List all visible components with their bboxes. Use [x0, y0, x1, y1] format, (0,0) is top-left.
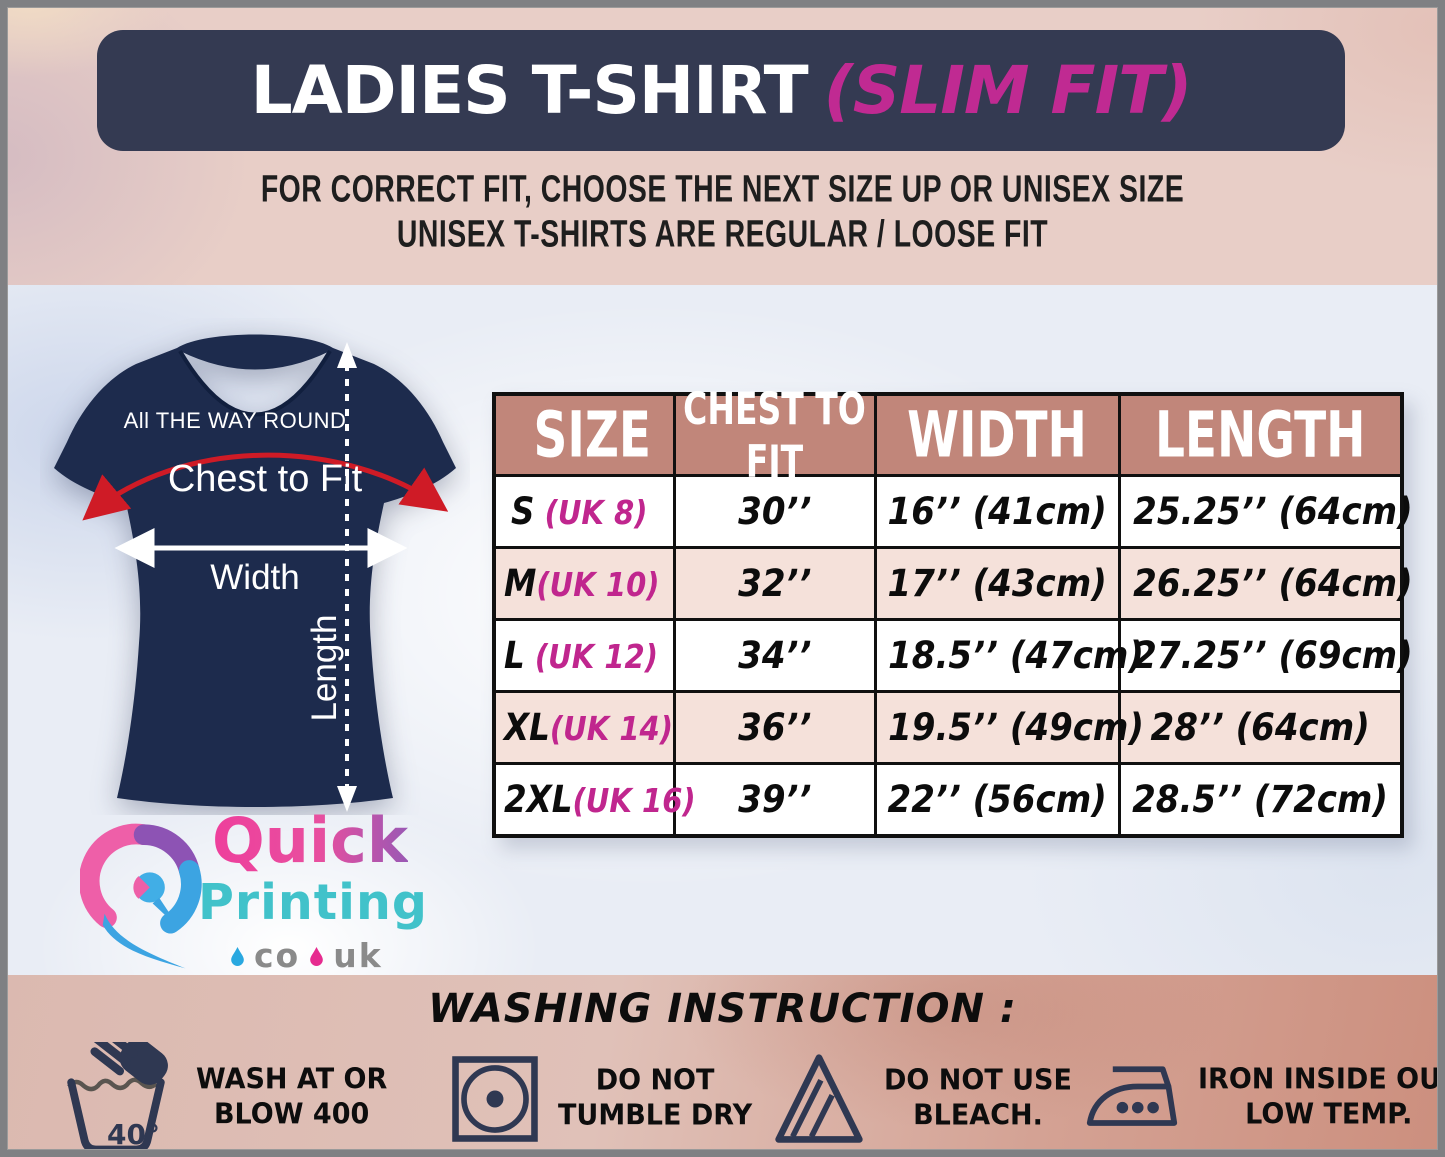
- table-header-row: SIZE CHEST TO FIT WIDTH LENGTH: [492, 382, 1404, 488]
- length-cell: 28’’ (64cm): [1117, 690, 1404, 765]
- collar-seam: [178, 349, 332, 417]
- chest-cell: 36’’: [672, 690, 877, 765]
- hand-wash-40-icon: 40°: [67, 1042, 168, 1154]
- header-width: WIDTH: [873, 392, 1121, 477]
- width-cell: 17’’ (43cm): [873, 546, 1121, 621]
- width-cell: 16’’ (41cm): [873, 474, 1121, 549]
- logo-word-printing: Printing: [198, 874, 428, 931]
- forty-degrees-label: 40°: [107, 1118, 160, 1151]
- tshirt-shape: [54, 334, 456, 807]
- length-cell: 26.25’’ (64cm): [1117, 546, 1412, 621]
- chest-to-fit-label: Chest to Fit: [167, 458, 363, 500]
- table-row-l: L (UK 12) 34’’ 18.5’’ (47cm) 27.25’’ (69…: [492, 618, 1412, 693]
- wash-item-bleach: DO NOT USE BLEACH.: [770, 1052, 1072, 1146]
- table-row-2xl: 2XL(UK 16) 39’’ 22’’ (56cm) 28.5’’ (72cm…: [492, 762, 1404, 838]
- iron-low-temp-icon: [1086, 1066, 1178, 1126]
- wash-item-label: DO NOT USE BLEACH.: [884, 1064, 1072, 1132]
- washing-instruction-heading: WASHING INSTRUCTION :: [428, 986, 1017, 1032]
- length-arrow-bottom: [337, 786, 357, 812]
- length-cell: 25.25’’ (64cm): [1117, 474, 1412, 549]
- size-cell: S (UK 8): [492, 474, 676, 549]
- size-cell: XL(UK 14): [492, 690, 676, 765]
- length-label: Length: [305, 614, 344, 722]
- header-size: SIZE: [492, 392, 676, 477]
- table-row-s: S (UK 8) 30’’ 16’’ (41cm) 25.25’’ (64cm): [492, 474, 1412, 549]
- do-not-bleach-icon: [775, 1054, 863, 1143]
- table-row-m: M(UK 10) 32’’ 17’’ (43cm) 26.25’’ (64cm): [492, 546, 1412, 621]
- blue-drop-icon: [231, 946, 244, 966]
- wash-item-tumble-dry: DO NOT TUMBLE DRY: [448, 1052, 752, 1146]
- chest-cell: 34’’: [672, 618, 877, 693]
- all-round-red-arrow: [82, 452, 449, 521]
- size-cell: L (UK 12): [492, 618, 676, 693]
- header-length: LENGTH: [1117, 392, 1404, 477]
- width-cell: 22’’ (56cm): [873, 762, 1121, 838]
- tshirt-illustration: [54, 334, 456, 812]
- logo-co: co: [254, 936, 301, 975]
- title-banner: LADIES T-SHIRT (SLIM FIT): [97, 30, 1345, 151]
- fit-advice: FOR CORRECT FIT, CHOOSE THE NEXT SIZE UP…: [0, 168, 1445, 258]
- wash-item-label: IRON INSIDE OUT LOW TEMP.: [1198, 1063, 1445, 1131]
- width-cell: 18.5’’ (47cm): [873, 618, 1143, 693]
- length-cell: 27.25’’ (69cm): [1117, 618, 1412, 693]
- wash-item-hand-wash: 40° WASH AT OR BLOW 400: [52, 1042, 387, 1154]
- quickprinting-logo: Quick Printing co uk: [78, 804, 480, 984]
- width-label: Width: [210, 558, 300, 597]
- bottom-band-background: [0, 975, 1445, 1157]
- chest-cell: 39’’: [672, 762, 877, 838]
- page-title: LADIES T-SHIRT: [250, 52, 809, 129]
- tshirt-measurement-diagram: All THE WAY ROUND Chest to Fit Width Len…: [40, 318, 470, 815]
- wash-item-iron: IRON INSIDE OUT LOW TEMP.: [1082, 1050, 1445, 1146]
- fit-advice-line1: FOR CORRECT FIT, CHOOSE THE NEXT SIZE UP…: [260, 168, 1185, 211]
- length-cell: 28.5’’ (72cm): [1117, 762, 1404, 838]
- quickprinting-logo-mark: [78, 823, 202, 969]
- logo-uk: uk: [333, 936, 383, 975]
- size-chart-table: SIZE CHEST TO FIT WIDTH LENGTH S (UK 8) …: [492, 382, 1412, 838]
- all-the-way-round-label: All THE WAY ROUND: [123, 408, 347, 433]
- do-not-tumble-dry-icon: [452, 1056, 538, 1142]
- length-arrow-top: [337, 342, 357, 368]
- page-title-accent: (SLIM FIT): [823, 52, 1193, 129]
- header-chest-to-fit: CHEST TO FIT: [672, 382, 877, 488]
- size-cell: M(UK 10): [492, 546, 676, 621]
- pink-drop-icon: [310, 946, 324, 966]
- chest-cell: 32’’: [672, 546, 877, 621]
- chest-cell: 30’’: [672, 474, 877, 549]
- logo-domain: co uk: [230, 936, 383, 975]
- logo-word-quick: Quick: [212, 804, 409, 877]
- table-row-xl: XL(UK 14) 36’’ 19.5’’ (49cm) 28’’ (64cm): [492, 690, 1404, 765]
- width-cell: 19.5’’ (49cm): [873, 690, 1143, 765]
- size-cell: 2XL(UK 16): [492, 762, 696, 838]
- wash-item-label: WASH AT OR BLOW 400: [196, 1063, 388, 1131]
- wash-item-label: DO NOT TUMBLE DRY: [558, 1064, 753, 1132]
- fit-advice-line2: UNISEX T-SHIRTS ARE REGULAR / LOOSE FIT: [396, 213, 1049, 256]
